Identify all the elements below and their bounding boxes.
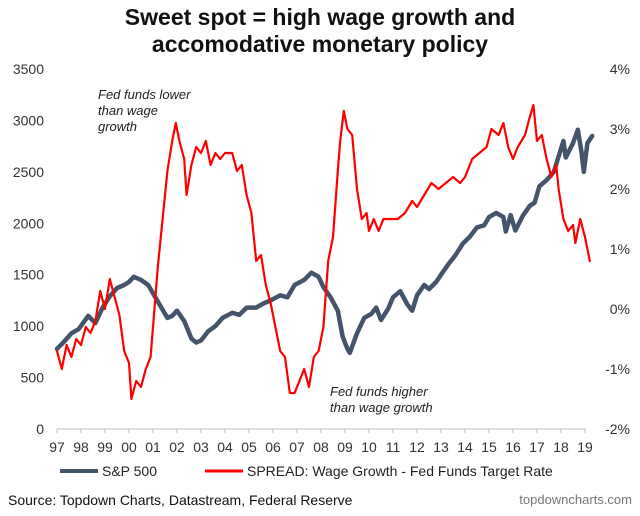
- x-tick-label: 00: [121, 439, 137, 455]
- y-left-tick-label: 2500: [13, 164, 44, 180]
- x-tick-label: 05: [241, 439, 257, 455]
- legend: S&P 500 SPREAD: Wage Growth - Fed Funds …: [60, 463, 553, 479]
- y-left-tick-label: 3000: [13, 112, 44, 128]
- y-left-tick-label: 500: [21, 370, 45, 386]
- x-tick-label: 02: [169, 439, 185, 455]
- x-tick-label: 14: [457, 439, 473, 455]
- chart-title: Sweet spot = high wage growth and accomo…: [0, 4, 640, 58]
- x-tick-label: 06: [265, 439, 281, 455]
- y-right-tick-label: 3%: [610, 121, 630, 137]
- annotation-lower-line-2: than wage: [98, 103, 158, 118]
- left-axis: 0 500 1000 1500 2000 2500 3000 3500: [13, 61, 44, 437]
- chart-title-line-2: accomodative monetary policy: [151, 31, 489, 57]
- x-tick-label: 03: [193, 439, 209, 455]
- annotation-lower-line-3: growth: [98, 119, 137, 134]
- x-tick-label: 11: [386, 439, 401, 455]
- x-tick-label: 10: [361, 439, 377, 455]
- annotation-higher-line-1: Fed funds higher: [330, 384, 428, 399]
- x-tick-label: 18: [553, 439, 569, 455]
- x-tick-label: 19: [577, 439, 593, 455]
- legend-label-spread: SPREAD: Wage Growth - Fed Funds Target R…: [247, 463, 553, 479]
- brand-link[interactable]: topdowncharts.com: [519, 492, 632, 507]
- x-tick-label: 07: [289, 439, 305, 455]
- annotation-lower-line-1: Fed funds lower: [98, 87, 191, 102]
- x-tick-label: 99: [97, 439, 113, 455]
- series-line-spread: [55, 103, 591, 401]
- series-line-sp500: [54, 127, 595, 356]
- chart-title-line-1: Sweet spot = high wage growth and: [124, 4, 516, 30]
- x-tick-label: 16: [505, 439, 521, 455]
- x-axis: 97 98 99 00 01 02 03 04 05 06 07 08 09 10 11 12 13 14 15 16…: [49, 429, 593, 455]
- y-right-tick-label: 0%: [610, 301, 630, 317]
- y-right-tick-label: -1%: [605, 361, 630, 377]
- y-left-tick-label: 1000: [13, 318, 44, 334]
- x-tick-label: 15: [481, 439, 497, 455]
- x-tick-label: 08: [313, 439, 329, 455]
- y-left-tick-label: 0: [36, 421, 44, 437]
- right-axis: -2% -1% 0% 1% 2% 3% 4%: [605, 61, 630, 437]
- y-left-tick-label: 2000: [13, 215, 44, 231]
- legend-label-sp500: S&P 500: [102, 463, 157, 479]
- y-right-tick-label: 1%: [610, 241, 630, 257]
- x-tick-label: 01: [145, 439, 161, 455]
- y-right-tick-label: -2%: [605, 421, 630, 437]
- x-tick-label: 13: [433, 439, 449, 455]
- y-left-tick-label: 1500: [13, 267, 44, 283]
- series-layer: [54, 103, 595, 401]
- y-left-tick-label: 3500: [13, 61, 44, 77]
- y-right-tick-label: 4%: [610, 61, 630, 77]
- source-note: Source: Topdown Charts, Datastream, Fede…: [8, 492, 353, 508]
- x-tick-label: 97: [49, 439, 65, 455]
- x-tick-label: 09: [337, 439, 353, 455]
- y-right-tick-label: 2%: [610, 181, 630, 197]
- annotation-higher-line-2: than wage growth: [330, 400, 433, 415]
- x-tick-label: 12: [409, 439, 425, 455]
- x-tick-label: 17: [529, 439, 545, 455]
- x-tick-label: 04: [217, 439, 233, 455]
- x-tick-label: 98: [73, 439, 89, 455]
